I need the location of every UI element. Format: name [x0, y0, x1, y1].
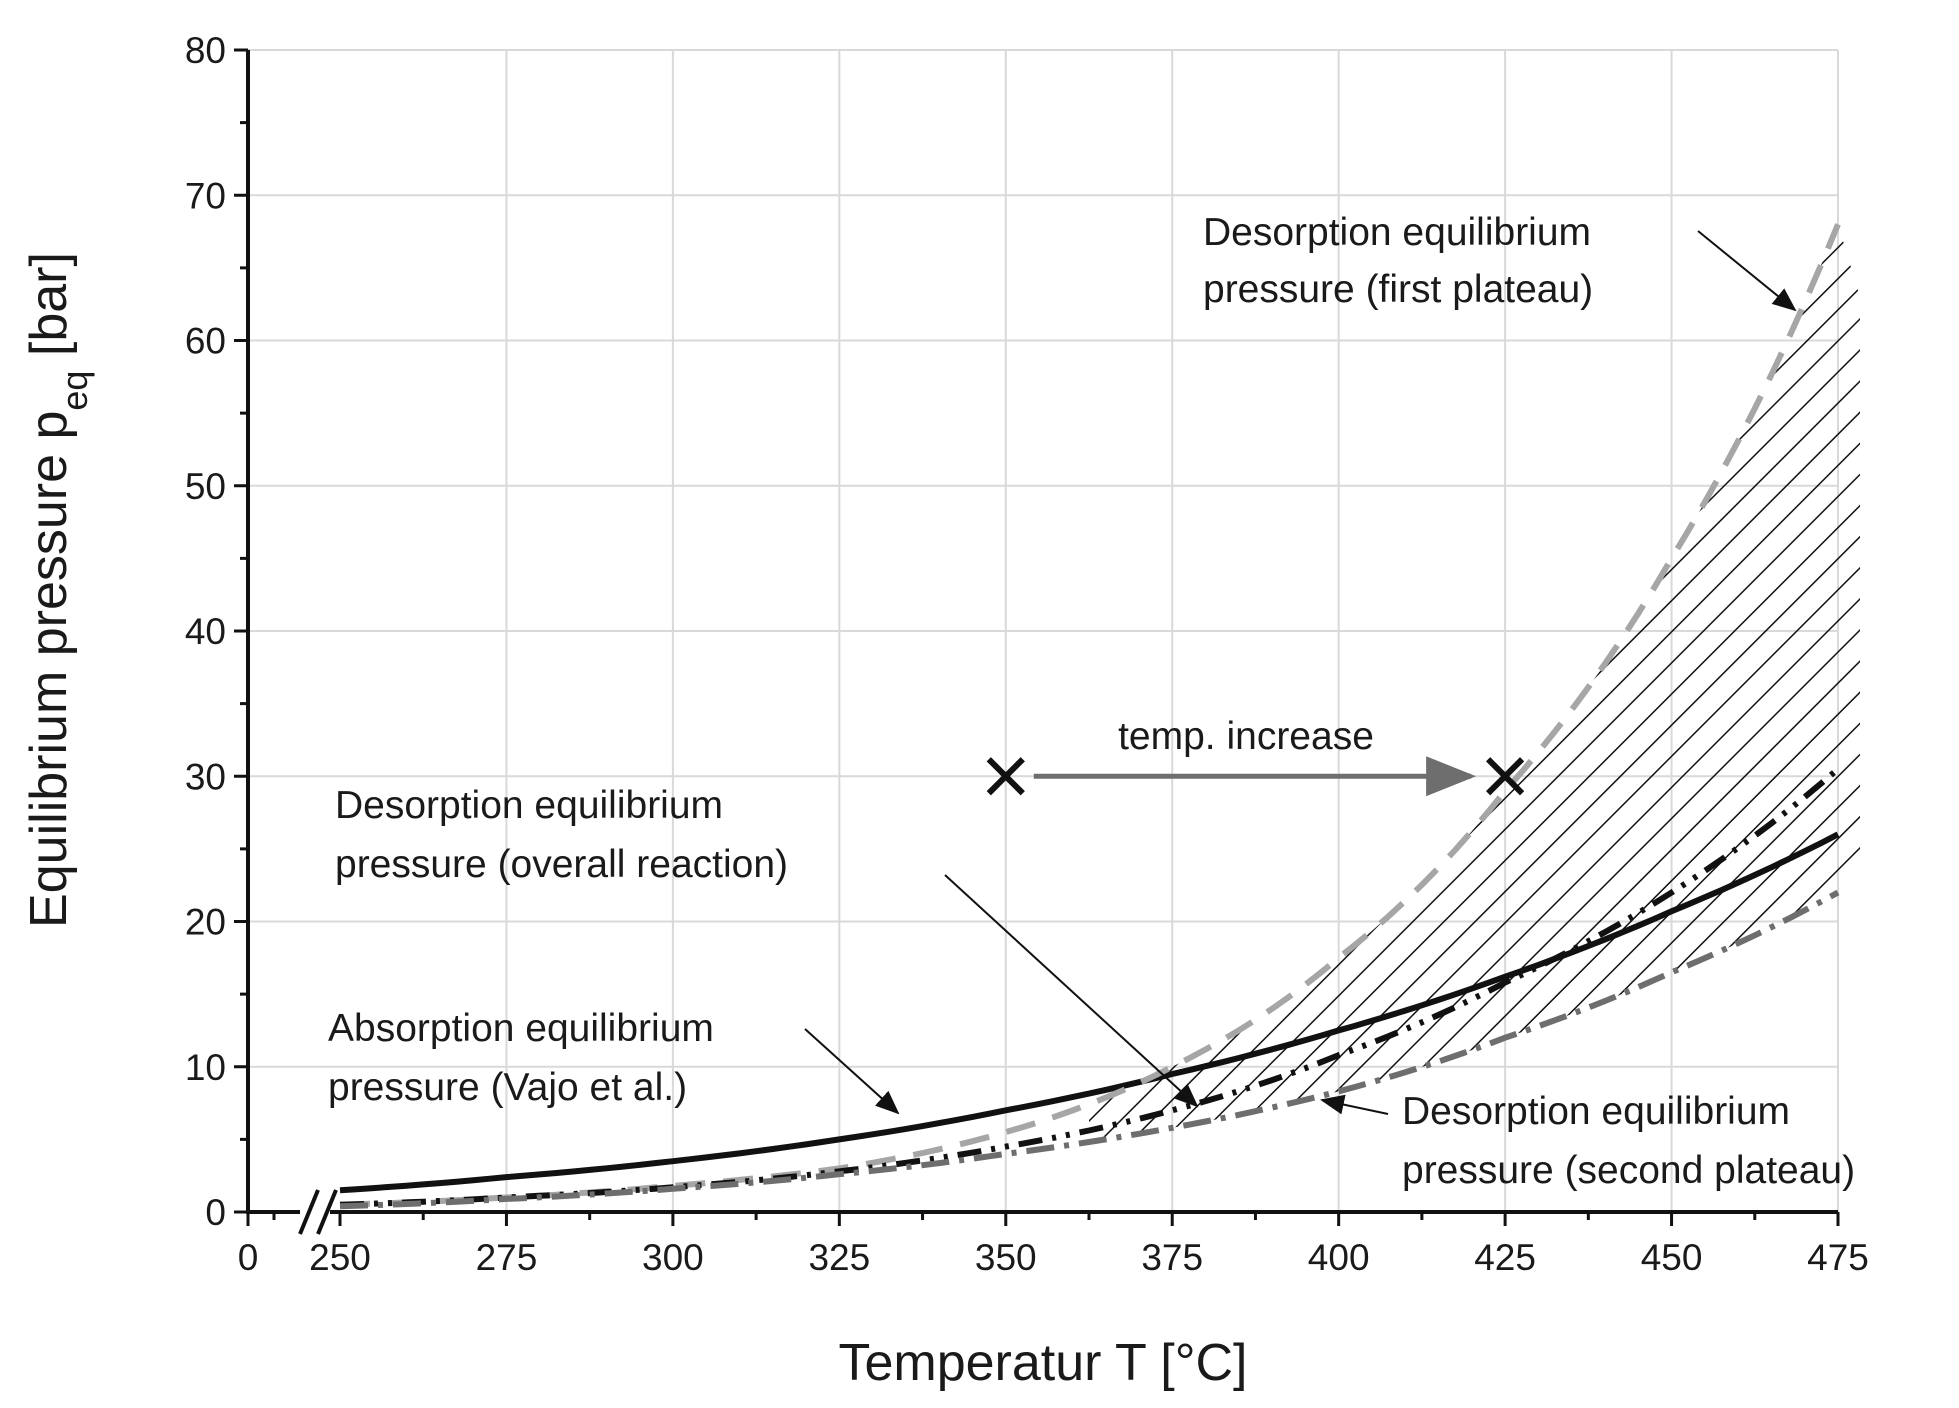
series-group: [339, 223, 1841, 1210]
y-tick-label: 70: [185, 175, 226, 216]
x-tick-label: 450: [1641, 1237, 1703, 1278]
pointer-second-plateau: [1320, 1094, 1389, 1115]
y-axis-title-sub: eq: [54, 371, 95, 411]
x-tick-label: 425: [1474, 1237, 1536, 1278]
x-tick-label: 300: [642, 1237, 704, 1278]
y-tick-label: 30: [185, 756, 226, 797]
axes: [234, 48, 1840, 1235]
marker-x-stroke: [1485, 757, 1525, 796]
axis-break-mark: [298, 1189, 320, 1235]
markers: [986, 756, 1525, 797]
marker-x-stroke: [986, 757, 1025, 796]
x-tick-label: 325: [808, 1237, 870, 1278]
y-axis-title-main: Equilibrium pressure p: [20, 411, 78, 928]
x-axis-title: Temperatur T [°C]: [838, 1334, 1247, 1392]
y-axis-title-unit: [bar]: [20, 252, 78, 371]
annotation-overall-line1: Desorption equilibrium: [335, 784, 723, 827]
x-tick-label: 375: [1141, 1237, 1203, 1278]
grid: [248, 49, 1839, 1212]
hatched-region: [1089, 224, 1860, 1143]
x-tick-label-zero: 0: [238, 1237, 259, 1278]
y-axis-title: Equilibrium pressure peq [bar]: [20, 252, 95, 928]
y-tick-label: 60: [185, 321, 226, 362]
x-tick-label: 250: [309, 1237, 371, 1278]
x-tick-label: 350: [975, 1237, 1037, 1278]
y-tick-label: 50: [185, 466, 226, 507]
annotation-second-plateau-line1: Desorption equilibrium: [1402, 1090, 1790, 1133]
axis-break-mark: [316, 1189, 338, 1235]
annotation-second-plateau-line2: pressure (second plateau): [1402, 1149, 1855, 1192]
annotation-temp-increase: temp. increase: [1118, 715, 1374, 758]
pointer-absorption: [804, 1028, 900, 1115]
y-tick-label: 0: [205, 1192, 226, 1233]
series-line-0: [339, 831, 1840, 1194]
annotation-absorption-line2: pressure (Vajo et al.): [328, 1066, 687, 1109]
tick-labels: 0 10 20 30 40 50 60 70 80 250 275 300 325 350 375 400 42…: [185, 30, 1869, 1278]
y-tick-label: 40: [185, 611, 226, 652]
x-tick-label: 475: [1807, 1237, 1869, 1278]
x-tick-label: 400: [1308, 1237, 1370, 1278]
annotation-overall-line2: pressure (overall reaction): [335, 843, 788, 886]
marker-x-end: [1485, 757, 1525, 796]
annotation-absorption-line1: Absorption equilibrium: [328, 1007, 714, 1050]
marker-x-start: [986, 757, 1025, 796]
annotation-first-plateau-line1: Desorption equilibrium: [1203, 211, 1591, 254]
y-tick-label: 20: [185, 902, 226, 943]
pointer-overall-reaction: [944, 874, 1199, 1108]
x-tick-label: 275: [476, 1237, 538, 1278]
pointer-first-plateau: [1697, 230, 1797, 312]
series-line-3: [339, 889, 1840, 1210]
y-tick-label: 10: [185, 1047, 226, 1088]
y-tick-label: 80: [185, 30, 226, 71]
annotation-first-plateau-line2: pressure (first plateau): [1203, 268, 1593, 311]
